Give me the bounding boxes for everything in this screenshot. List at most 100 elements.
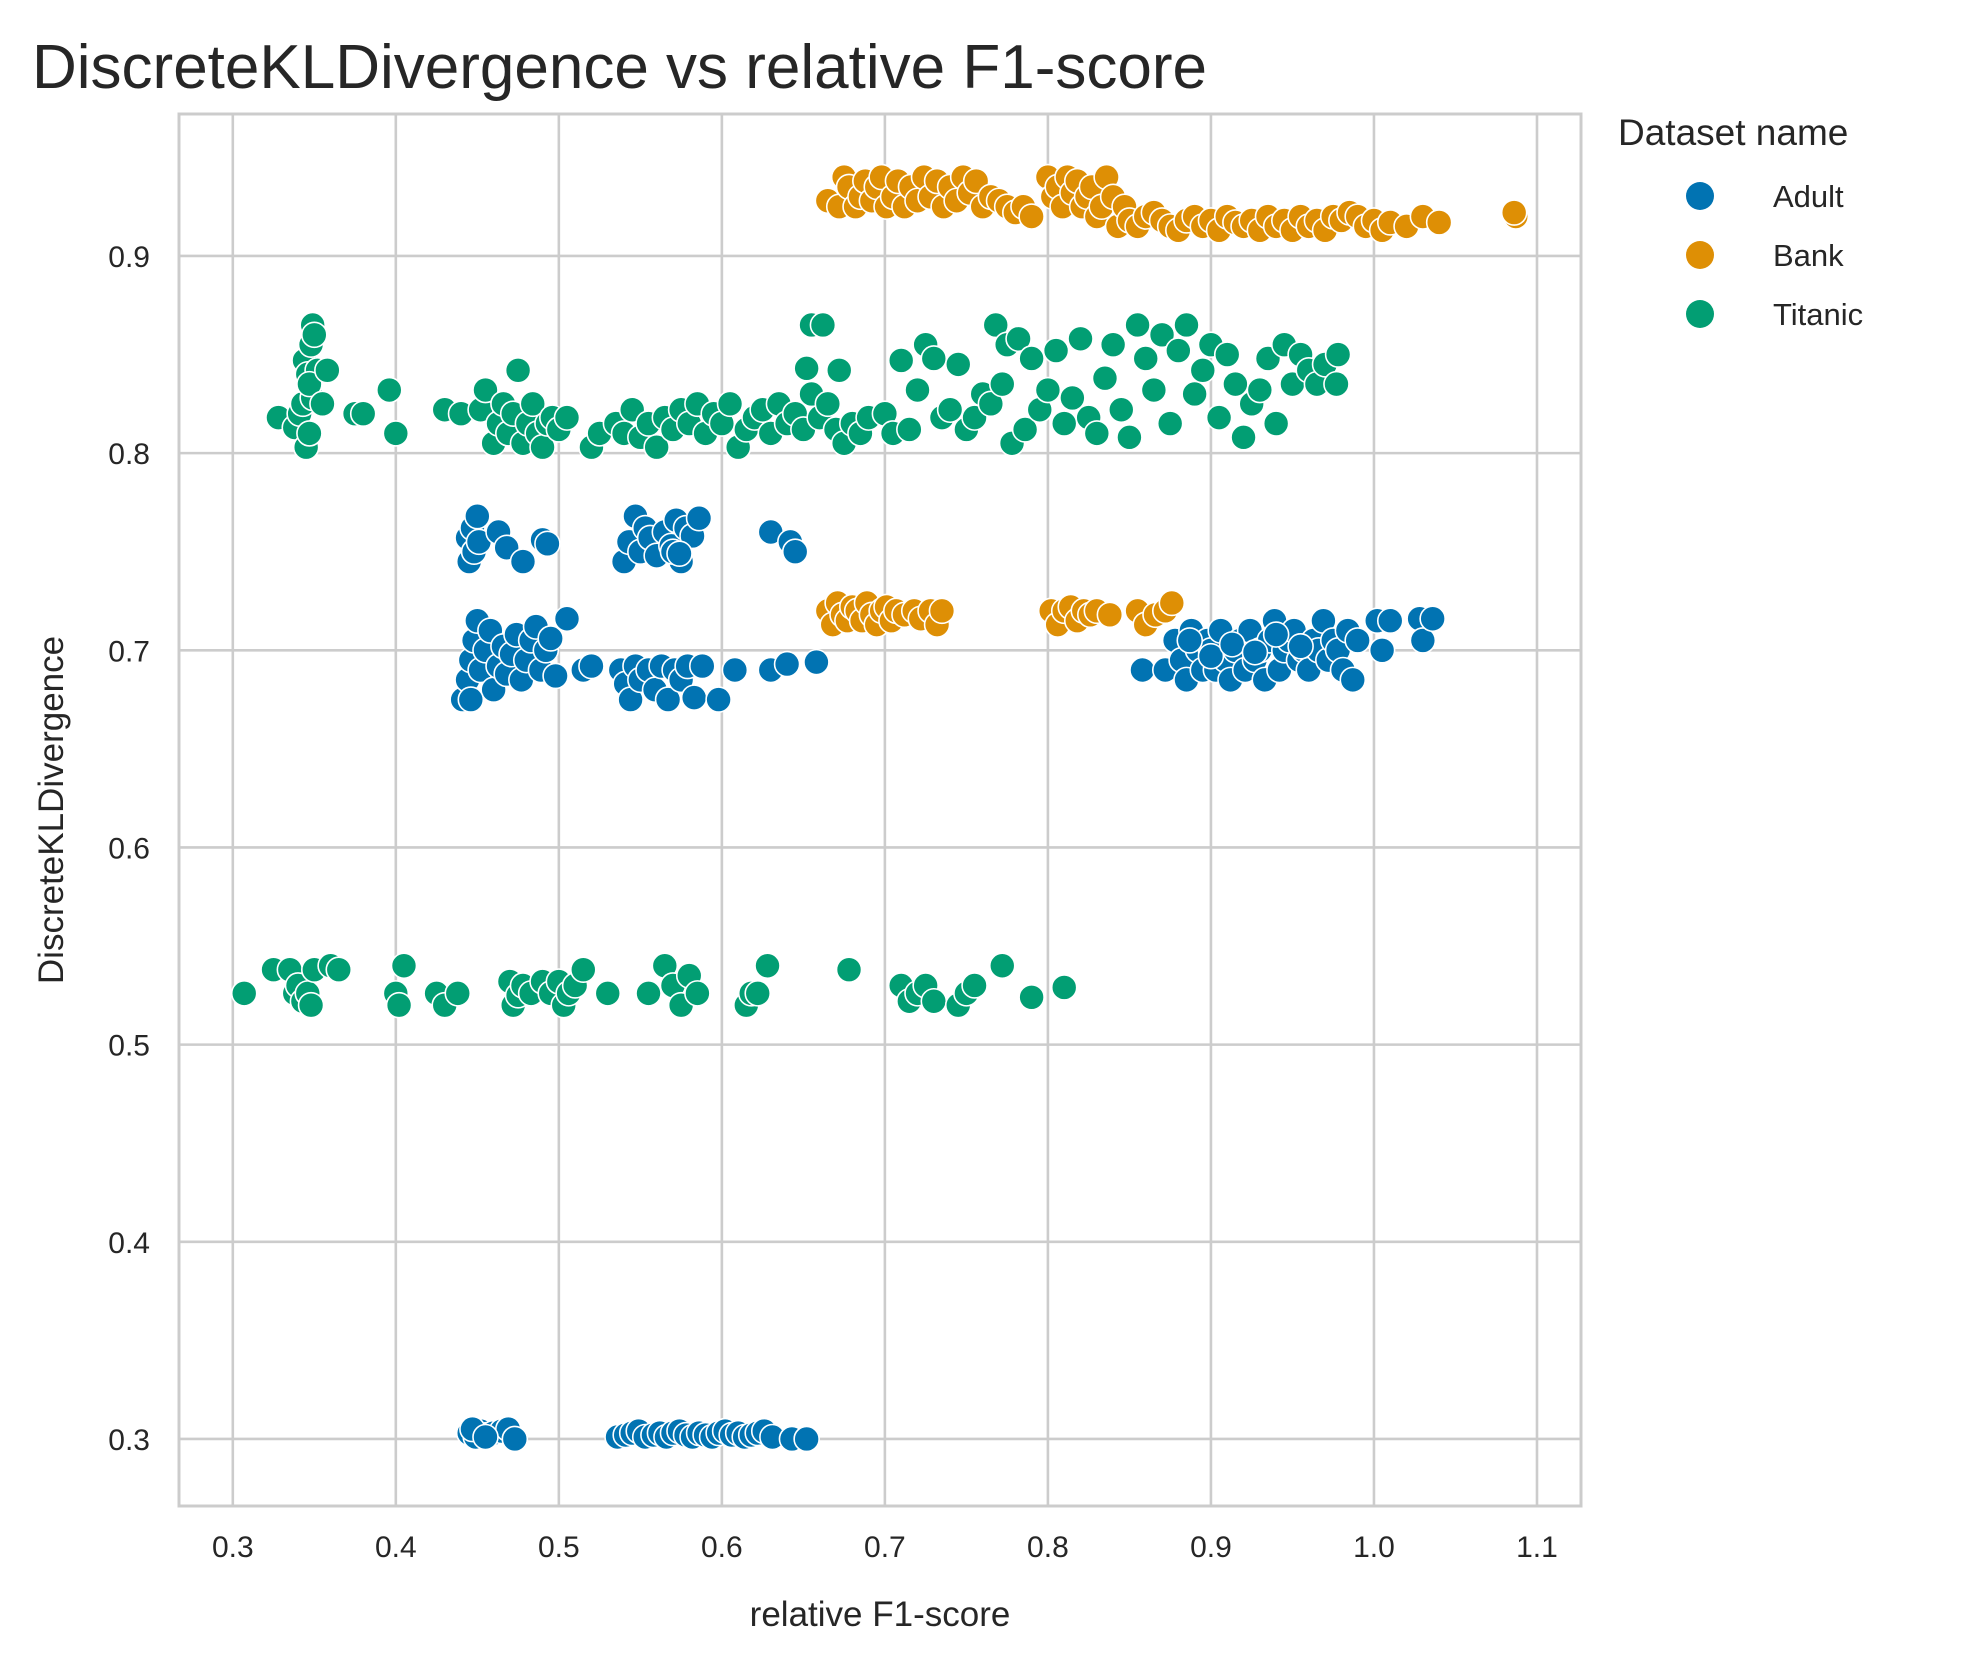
x-tick-label: 1.1 bbox=[1516, 1531, 1558, 1564]
titanic-point bbox=[472, 376, 499, 404]
y-tick-labels: 0.3 0.4 0.5 0.6 0.7 0.8 0.9 bbox=[108, 241, 150, 1457]
titanic-point bbox=[961, 972, 988, 999]
titanic-point bbox=[1156, 410, 1184, 437]
y-axis-label: DiscreteKLDivergence bbox=[32, 636, 71, 984]
titanic-point bbox=[1324, 341, 1352, 368]
adult-point bbox=[1409, 627, 1437, 654]
adult-point bbox=[773, 650, 801, 678]
titanic-point bbox=[1083, 420, 1111, 447]
adult-point bbox=[553, 605, 581, 633]
titanic-point bbox=[835, 956, 863, 984]
titanic-point bbox=[1222, 370, 1249, 398]
titanic-point bbox=[920, 345, 948, 372]
titanic-point bbox=[887, 347, 915, 374]
x-tick-label: 0.8 bbox=[1027, 1531, 1069, 1564]
grid-lines bbox=[179, 114, 1581, 1506]
y-tick-label: 0.6 bbox=[108, 832, 150, 865]
titanic-point bbox=[744, 980, 772, 1007]
titanic-point bbox=[1165, 337, 1192, 364]
bank-point bbox=[1158, 589, 1186, 617]
bank-point bbox=[1500, 199, 1528, 226]
titanic-point bbox=[1213, 341, 1241, 368]
x-tick-labels: 0.3 0.4 0.5 0.6 0.7 0.8 0.9 1.0 1.1 bbox=[212, 1531, 1558, 1564]
titanic-point bbox=[297, 991, 325, 1019]
adult-point bbox=[1419, 605, 1446, 633]
titanic-point bbox=[1116, 424, 1143, 451]
x-tick-label: 0.4 bbox=[375, 1531, 417, 1564]
titanic-point bbox=[1140, 376, 1168, 404]
titanic-point bbox=[793, 355, 820, 382]
titanic-point bbox=[1323, 370, 1350, 398]
titanic-point bbox=[385, 991, 413, 1019]
adult-point bbox=[464, 502, 491, 530]
titanic-point bbox=[1059, 384, 1086, 412]
adult-point bbox=[1241, 638, 1269, 666]
y-tick-label: 0.4 bbox=[108, 1227, 150, 1260]
adult-point bbox=[1218, 631, 1246, 658]
adult-point bbox=[542, 662, 569, 690]
bank-point bbox=[1018, 203, 1045, 230]
titanic-point bbox=[553, 404, 581, 431]
titanic-point bbox=[309, 390, 336, 418]
legend-title: Dataset name bbox=[1618, 112, 1848, 153]
titanic-point bbox=[1262, 410, 1290, 437]
titanic-point bbox=[684, 980, 711, 1007]
bank-point bbox=[928, 597, 956, 625]
titanic-point bbox=[716, 390, 744, 418]
titanic-point bbox=[301, 321, 328, 349]
adult-point bbox=[1197, 642, 1225, 670]
adult-point bbox=[472, 1423, 499, 1451]
titanic-point bbox=[896, 416, 923, 443]
titanic-point bbox=[920, 987, 948, 1015]
adult-point bbox=[1262, 621, 1290, 648]
titanic-point bbox=[635, 980, 662, 1007]
titanic-point bbox=[643, 433, 670, 461]
y-tick-label: 0.9 bbox=[108, 241, 150, 274]
x-tick-label: 0.9 bbox=[1190, 1531, 1232, 1564]
adult-point bbox=[537, 625, 564, 652]
adult-point bbox=[534, 530, 561, 558]
chart-title: DiscreteKLDivergence vs relative F1-scor… bbox=[32, 33, 1207, 102]
titanic-point bbox=[1124, 311, 1151, 339]
titanic-point bbox=[1230, 424, 1257, 451]
y-tick-label: 0.8 bbox=[108, 438, 150, 471]
titanic-point bbox=[1034, 376, 1062, 404]
titanic-point bbox=[382, 420, 410, 447]
titanic-point bbox=[349, 400, 377, 427]
titanic-point bbox=[944, 351, 972, 378]
legend-label-adult: Adult bbox=[1773, 179, 1844, 214]
legend-marker-bank bbox=[1686, 241, 1714, 269]
bank-point bbox=[1425, 209, 1453, 236]
titanic-point bbox=[594, 980, 622, 1007]
titanic-point bbox=[504, 357, 532, 384]
titanic-point bbox=[390, 952, 418, 980]
titanic-point bbox=[1018, 345, 1045, 372]
titanic-point bbox=[754, 952, 781, 980]
legend-marker-titanic bbox=[1686, 300, 1714, 328]
adult-point bbox=[1344, 627, 1371, 654]
adult-point bbox=[1339, 666, 1367, 694]
y-tick-label: 0.7 bbox=[108, 635, 150, 668]
adult-point bbox=[654, 686, 682, 713]
adult-point bbox=[509, 548, 537, 575]
titanic-point bbox=[1173, 311, 1200, 339]
adult-point bbox=[1287, 633, 1314, 660]
x-tick-label: 0.7 bbox=[864, 1531, 906, 1564]
adult-point bbox=[803, 648, 830, 676]
titanic-point bbox=[1005, 325, 1032, 353]
adult-point bbox=[685, 504, 713, 532]
titanic-point bbox=[988, 370, 1016, 398]
adult-point bbox=[666, 540, 693, 567]
adult-point bbox=[578, 652, 605, 680]
titanic-point bbox=[988, 952, 1016, 980]
adult-point bbox=[457, 686, 485, 713]
plot-frame bbox=[177, 112, 1583, 1508]
titanic-point bbox=[1148, 321, 1176, 349]
titanic-point bbox=[1189, 357, 1217, 384]
legend-marker-adult bbox=[1686, 182, 1714, 210]
titanic-point bbox=[1050, 410, 1078, 437]
x-tick-label: 0.6 bbox=[701, 1531, 743, 1564]
titanic-point bbox=[569, 956, 597, 984]
titanic-point bbox=[325, 956, 353, 984]
